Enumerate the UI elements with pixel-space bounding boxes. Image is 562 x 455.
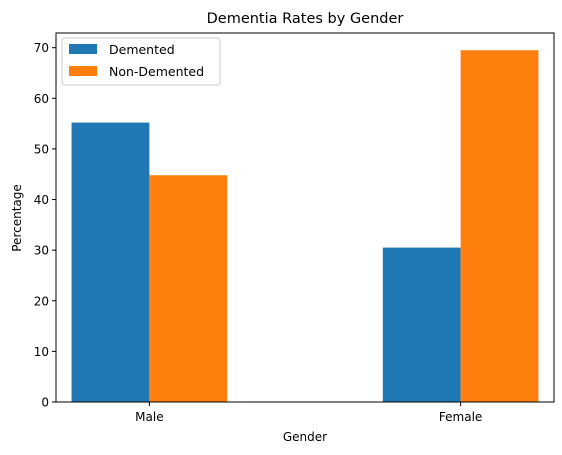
y-tick-label: 0 bbox=[41, 396, 49, 410]
y-tick-label: 60 bbox=[34, 92, 49, 106]
legend-frame bbox=[61, 37, 221, 86]
x-axis: Male Female bbox=[135, 402, 482, 424]
bar-demented-male bbox=[71, 122, 150, 402]
bars-group bbox=[71, 50, 539, 403]
y-axis: 0 10 20 30 40 50 60 70 bbox=[34, 41, 56, 410]
y-tick-label: 40 bbox=[34, 193, 49, 207]
y-tick-label: 70 bbox=[34, 41, 49, 55]
bar-non-demented-female bbox=[460, 50, 539, 403]
x-tick-label: Female bbox=[439, 410, 482, 424]
plot-frame bbox=[55, 32, 555, 403]
legend-label-non-demented: Non-Demented bbox=[109, 64, 204, 79]
bar-demented-female bbox=[382, 247, 461, 402]
legend-label-demented: Demented bbox=[109, 42, 175, 57]
legend-swatch-non-demented bbox=[69, 66, 97, 76]
chart-title: Dementia Rates by Gender bbox=[207, 11, 404, 27]
x-axis-label: Gender bbox=[283, 430, 327, 444]
y-tick-label: 50 bbox=[34, 142, 49, 156]
y-tick-label: 20 bbox=[34, 294, 49, 308]
legend-swatch-demented bbox=[69, 44, 97, 54]
x-tick-label: Male bbox=[135, 410, 163, 424]
y-axis-label: Percentage bbox=[10, 184, 24, 252]
legend: Demented Non-Demented bbox=[61, 37, 221, 86]
y-tick-label: 10 bbox=[34, 345, 49, 359]
y-tick-label: 30 bbox=[34, 244, 49, 258]
bar-non-demented-male bbox=[149, 175, 228, 402]
